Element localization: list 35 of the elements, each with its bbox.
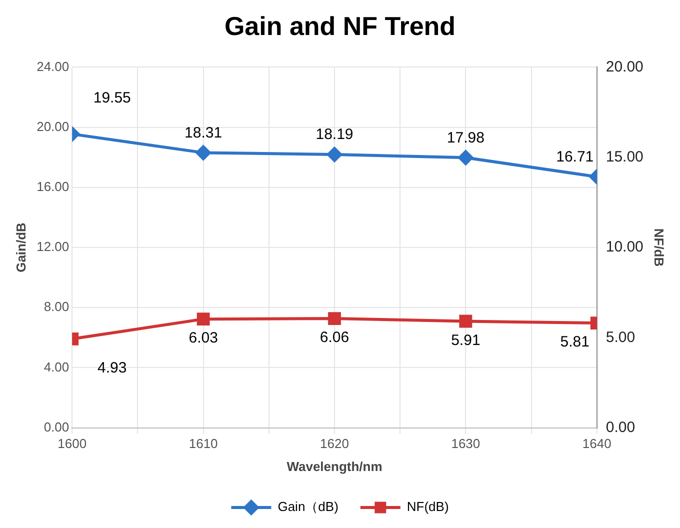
data-label: 19.55 xyxy=(93,90,131,107)
y2-tick-label: 20.00 xyxy=(606,58,644,76)
y-tick-label: 0.00 xyxy=(44,419,70,434)
data-label: 6.06 xyxy=(320,329,350,346)
legend-label: Gain（dB) xyxy=(278,499,338,514)
data-label: 18.31 xyxy=(184,124,222,142)
x-tick-label: 1620 xyxy=(320,436,349,452)
y-tick-label: 16.00 xyxy=(36,178,70,194)
y2-axis-title: NF/dB xyxy=(652,228,667,267)
x-tick-label: 1640 xyxy=(582,436,612,452)
x-axis-title: Wavelength/nm xyxy=(286,458,382,474)
x-tick-label: 1610 xyxy=(188,436,218,452)
y-tick-label: 12.00 xyxy=(36,239,70,254)
data-label: 4.93 xyxy=(98,360,127,377)
data-label: 16.71 xyxy=(556,148,594,166)
point xyxy=(327,146,342,162)
data-label: 5.91 xyxy=(451,332,480,349)
y-tick-label: 24.00 xyxy=(36,58,70,74)
point xyxy=(328,312,341,325)
data-label: 17.98 xyxy=(446,129,484,146)
y2-tick-label: 0.00 xyxy=(606,418,636,436)
legend-label: NF(dB) xyxy=(406,499,449,514)
x-tick-label: 1600 xyxy=(58,436,87,452)
data-label: 5.81 xyxy=(560,334,590,351)
y-tick-label: 4.00 xyxy=(44,359,70,374)
y2-tick-label: 5.00 xyxy=(606,328,636,346)
y-tick-label: 8.00 xyxy=(44,299,70,314)
y2-tick-label: 15.00 xyxy=(606,148,644,166)
data-label: 6.03 xyxy=(188,330,218,347)
y2-tick-label: 10.00 xyxy=(606,238,644,256)
y-tick-label: 20.00 xyxy=(36,118,70,134)
data-label: 18.19 xyxy=(316,126,354,144)
x-tick-label: 1630 xyxy=(451,436,480,452)
y-axis-title: Gain/dB xyxy=(13,222,28,272)
chart-title: Gain and NF Trend xyxy=(224,10,456,41)
